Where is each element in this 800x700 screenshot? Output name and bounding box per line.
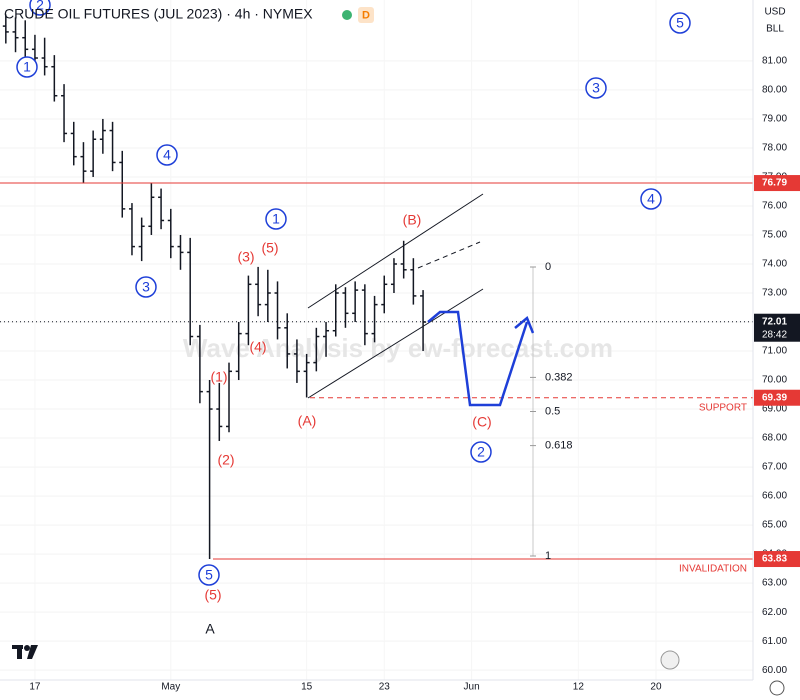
grid xyxy=(0,60,753,671)
level-label: 76.79 xyxy=(762,178,787,189)
wave-label: 5 xyxy=(205,567,213,583)
x-tick-label: May xyxy=(161,682,180,693)
x-tick-label: Jun xyxy=(464,682,480,693)
wave-label: 2 xyxy=(36,0,44,13)
wave-circle xyxy=(640,188,662,210)
wave-circle xyxy=(135,276,157,298)
channel-middle xyxy=(417,241,481,269)
level-label-bg xyxy=(754,551,800,568)
wave-label: (3) xyxy=(237,249,254,265)
x-tick-label: 20 xyxy=(650,682,662,693)
y-tick-label: 80.00 xyxy=(762,85,787,96)
wave-circle xyxy=(265,208,287,230)
wave-circle xyxy=(156,144,178,166)
channel-upper xyxy=(307,193,484,309)
projection-path xyxy=(427,310,529,407)
level-label: 72.01 xyxy=(762,316,787,327)
fib-label: 0.5 xyxy=(545,405,560,417)
wave-label: (B) xyxy=(403,212,422,228)
channel-lower xyxy=(307,288,484,399)
wave-labels: 2 1 4 3 1 5 2 5 3 4 (1) (2) (3) (5) (4) (A) (B) (C) (5) A xyxy=(16,0,691,637)
wave-circle xyxy=(585,77,607,99)
wave-label: (1) xyxy=(210,369,227,385)
y-tick-label: 62.00 xyxy=(762,607,787,618)
wave-circle xyxy=(29,0,51,16)
x-tick-label: 23 xyxy=(379,682,391,693)
wave-label: 4 xyxy=(647,191,655,207)
wave-label: 2 xyxy=(477,444,485,460)
wave-circle xyxy=(198,564,220,586)
projection-arrow xyxy=(514,315,535,334)
y-tick-label: 79.00 xyxy=(762,114,787,125)
fib-label: 0.382 xyxy=(545,371,573,383)
y-tick-label: 71.00 xyxy=(762,346,787,357)
badge-bg xyxy=(358,7,374,23)
wave-label: 5 xyxy=(676,15,684,31)
wave-label: 1 xyxy=(272,211,280,227)
price-axis xyxy=(753,0,800,700)
wave-label: (5) xyxy=(204,587,221,603)
wave-label: 1 xyxy=(23,59,31,75)
status-dot xyxy=(342,10,352,20)
y-tick-label: 81.00 xyxy=(762,56,787,67)
y-tick-label: 63.00 xyxy=(762,578,787,589)
watermark: Wave Analysis by ew-forecast.com xyxy=(183,333,613,363)
y-tick-label: 76.00 xyxy=(762,201,787,212)
y-tick-label: 60.00 xyxy=(762,665,787,676)
level-label: 69.39 xyxy=(762,392,787,403)
wave-label: (C) xyxy=(472,414,491,430)
wave-label: (2) xyxy=(217,452,234,468)
countdown: 28:42 xyxy=(762,329,787,340)
y-tick-label: 66.00 xyxy=(762,491,787,502)
level-label-bg xyxy=(754,313,800,342)
wave-label: 3 xyxy=(142,279,150,295)
level-note: SUPPORT xyxy=(699,402,747,413)
chart-title: CRUDE OIL FUTURES (JUL 2023) · 4h · NYME… xyxy=(4,6,313,22)
currency: USD xyxy=(764,7,785,18)
unit: BLL xyxy=(766,24,784,35)
wave-circle xyxy=(470,441,492,463)
x-tick-label: 17 xyxy=(29,682,41,693)
x-tick-label: 12 xyxy=(573,682,585,693)
wave-label: 3 xyxy=(592,80,600,96)
wave-label: 4 xyxy=(163,147,171,163)
y-tick-label: 68.00 xyxy=(762,433,787,444)
y-tick-label: 67.00 xyxy=(762,462,787,473)
wave-label: A xyxy=(205,621,215,637)
levels: SUPPORT INVALIDATION 0 0.382 0.5 0.618 1 xyxy=(0,182,753,575)
level-note: INVALIDATION xyxy=(679,564,747,575)
wave-circle xyxy=(16,56,38,78)
x-tick-label: 15 xyxy=(301,682,313,693)
wave-label: (4) xyxy=(249,339,266,355)
y-tick-label: 70.00 xyxy=(762,375,787,386)
replay-icon[interactable] xyxy=(660,650,680,670)
y-tick-label: 69.00 xyxy=(762,404,787,415)
y-tick-label: 61.00 xyxy=(762,636,787,647)
settings-icon[interactable] xyxy=(769,680,785,696)
bars xyxy=(2,14,427,560)
fib-label: 1 xyxy=(545,550,551,562)
level-label-bg xyxy=(754,175,800,192)
y-tick-label: 65.00 xyxy=(762,520,787,531)
y-tick-label: 75.00 xyxy=(762,230,787,241)
wave-circle xyxy=(669,12,691,34)
fib-label: 0 xyxy=(545,261,551,273)
y-tick-label: 74.00 xyxy=(762,259,787,270)
wave-label: (A) xyxy=(298,413,317,429)
y-tick-label: 78.00 xyxy=(762,143,787,154)
badge: D xyxy=(362,9,370,21)
y-tick-label: 73.00 xyxy=(762,288,787,299)
level-label-bg xyxy=(754,389,800,406)
time-axis xyxy=(0,680,800,700)
level-label: 63.83 xyxy=(762,554,787,565)
axis-labels: 60.0061.0062.0063.0064.0065.0066.0067.00… xyxy=(29,56,800,693)
fib-label: 0.618 xyxy=(545,440,573,452)
wave-label: (5) xyxy=(261,240,278,256)
tv-logo xyxy=(12,645,38,659)
